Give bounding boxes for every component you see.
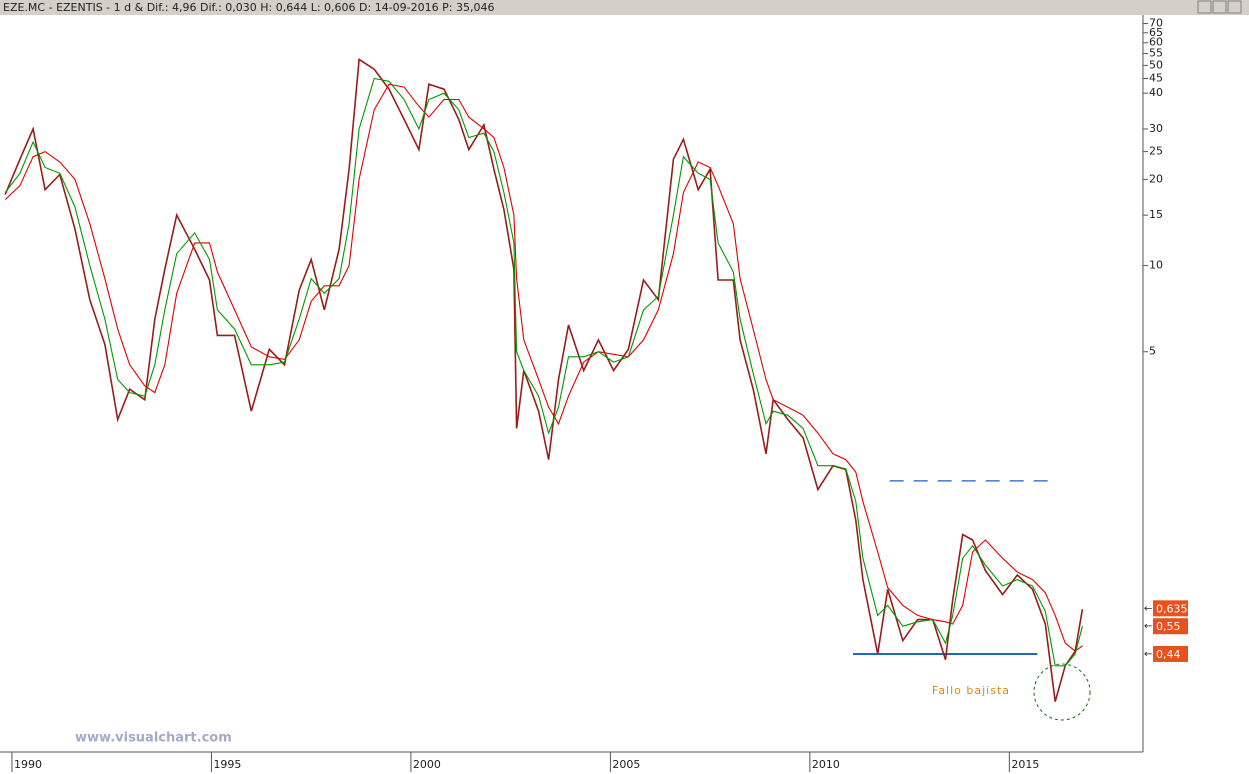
maximize-button[interactable]	[1212, 0, 1227, 14]
price-tag	[1153, 600, 1188, 617]
y-tick-label: 65	[1149, 26, 1163, 39]
price-tag-label: 0,55	[1156, 620, 1181, 633]
price-tag	[1153, 618, 1188, 635]
y-tick-label: 55	[1149, 47, 1163, 60]
y-tick-label: 70	[1149, 17, 1163, 30]
minimize-button[interactable]	[1197, 0, 1212, 14]
y-tick-label: 60	[1149, 36, 1163, 49]
y-tick-label: 30	[1149, 122, 1163, 135]
y-tick-label: 10	[1149, 259, 1163, 272]
y-tick-label: 40	[1149, 86, 1163, 99]
y-tick-label: 25	[1149, 145, 1163, 158]
tag-arrow: ←	[1144, 621, 1152, 632]
y-tick-label: 15	[1149, 208, 1163, 221]
header-text: EZE.MC - EZENTIS - 1 d & Dif.: 4,96 Dif.…	[3, 1, 494, 14]
x-tick-label: 2005	[612, 758, 640, 771]
price-line	[4, 77, 1083, 667]
x-tick-label: 1990	[14, 758, 42, 771]
tag-arrow: ←	[1144, 603, 1152, 614]
x-tick-label: 2010	[812, 758, 840, 771]
x-tick-label: 2015	[1011, 758, 1039, 771]
watermark: www.visualchart.com	[75, 731, 232, 746]
price-tag-label: 0,44	[1156, 648, 1181, 661]
highlight-circle	[1033, 663, 1091, 721]
y-tick-label: 5	[1149, 345, 1156, 358]
price-tag-label: 0,635	[1156, 602, 1188, 615]
price-line	[4, 58, 1084, 702]
y-tick-label: 45	[1149, 72, 1163, 85]
price-line	[4, 83, 1083, 652]
price-tag	[1153, 645, 1188, 662]
x-tick-label: 1995	[213, 758, 241, 771]
window-buttons[interactable]	[1197, 0, 1242, 14]
x-tick-label: 2000	[413, 758, 441, 771]
close-button[interactable]	[1227, 0, 1242, 14]
annotation: Fallo bajista	[932, 684, 1010, 697]
header-bar	[0, 0, 1249, 15]
y-tick-label: 20	[1149, 172, 1163, 185]
tag-arrow: ←	[1144, 649, 1152, 660]
y-tick-label: 50	[1149, 58, 1163, 71]
